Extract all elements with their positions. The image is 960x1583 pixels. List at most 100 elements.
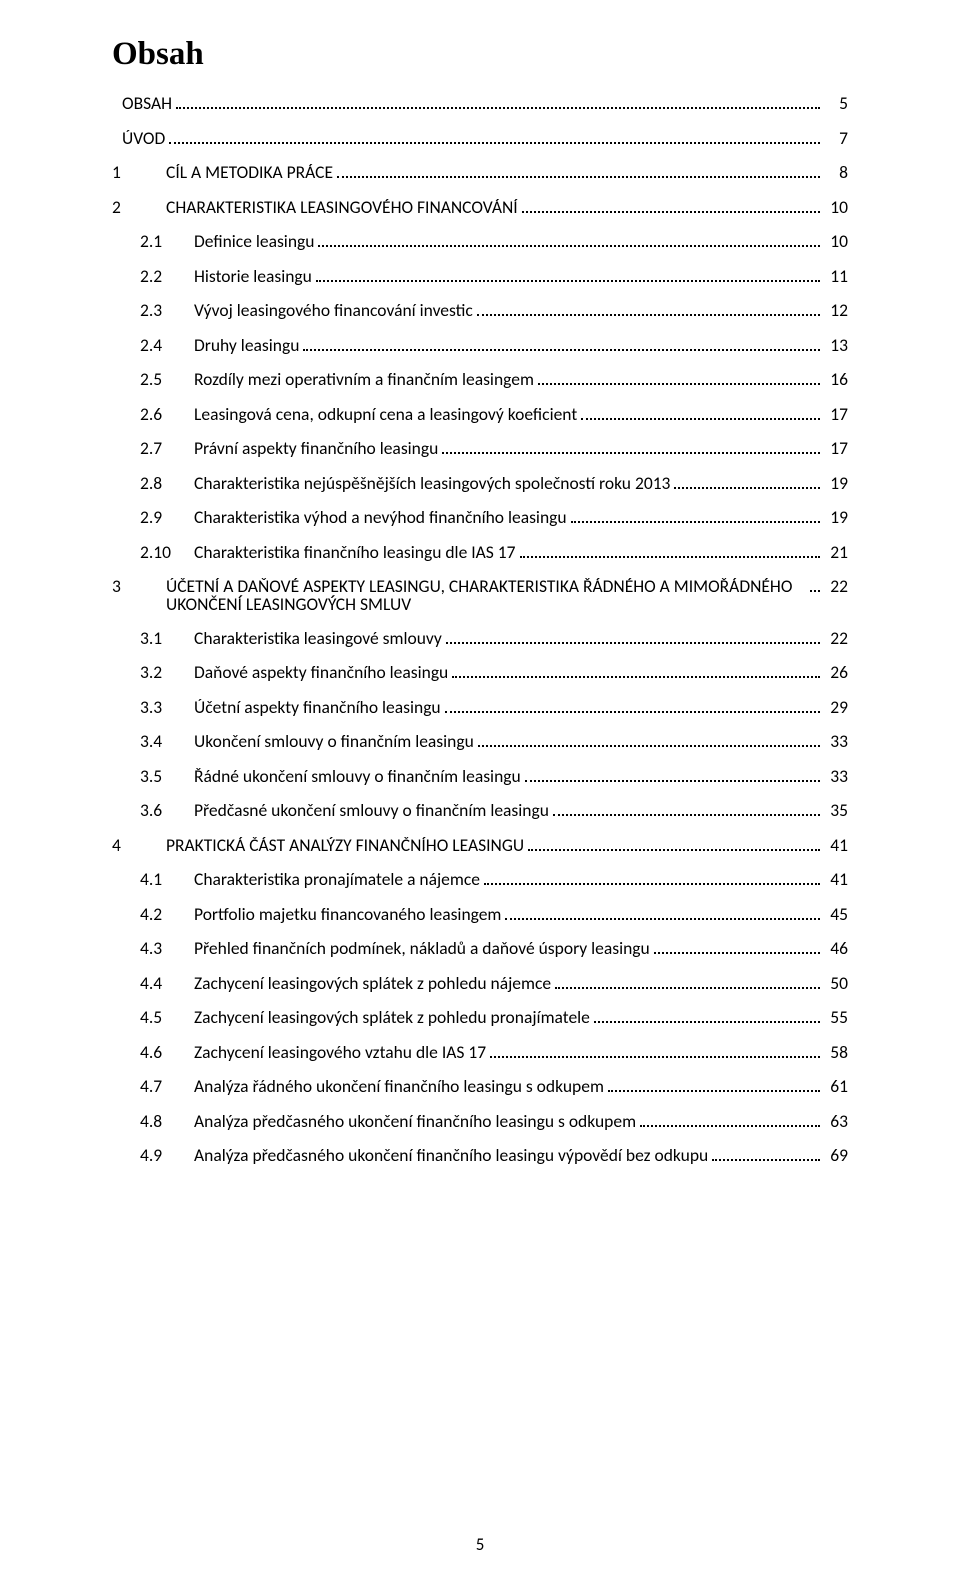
toc-entry-number: 2.5 (140, 371, 194, 389)
toc-entry-number: 3.3 (140, 699, 194, 717)
toc-entry: 4.7Analýza řádného ukončení finančního l… (112, 1078, 848, 1096)
toc-leader-dots (520, 547, 820, 558)
toc-entry: 4.5Zachycení leasingových splátek z pohl… (112, 1009, 848, 1027)
toc-entry-number: 3 (112, 578, 166, 596)
toc-leader-dots (810, 582, 820, 593)
toc-entry-number: 3.4 (140, 733, 194, 751)
toc-entry-page: 17 (824, 406, 848, 424)
toc-entry-page: 12 (824, 302, 848, 320)
toc-entry-label: Zachycení leasingových splátek z pohledu… (194, 975, 551, 993)
toc-entry-label: OBSAH (122, 95, 172, 113)
toc-entry-label: Druhy leasingu (194, 337, 299, 355)
toc-entry: 2.5Rozdíly mezi operativním a finančním … (112, 371, 848, 389)
toc-leader-dots (640, 1116, 820, 1127)
toc-entry-page: 33 (824, 733, 848, 751)
toc-entry-label: CHARAKTERISTIKA LEASINGOVÉHO FINANCOVÁNÍ (166, 199, 518, 217)
toc-entry-label: Vývoj leasingového financování investic (194, 302, 473, 320)
toc-leader-dots (445, 702, 820, 713)
toc-entry-number: 2.8 (140, 475, 194, 493)
toc-entry: 3ÚČETNÍ A DAŇOVÉ ASPEKTY LEASINGU, CHARA… (112, 578, 848, 613)
toc-leader-dots (490, 1047, 820, 1058)
toc-entry: 4PRAKTICKÁ ČÁST ANALÝZY FINANČNÍHO LEASI… (112, 837, 848, 855)
toc-entry-number: 3.5 (140, 768, 194, 786)
toc-entry-page: 22 (824, 630, 848, 648)
toc-entry-label: Charakteristika výhod a nevýhod finanční… (194, 509, 567, 527)
toc-entry-label: Analýza předčasného ukončení finančního … (194, 1147, 708, 1165)
toc-entry-number: 2.9 (140, 509, 194, 527)
toc-leader-dots (525, 771, 820, 782)
toc-entry-label: Ukončení smlouvy o finančním leasingu (194, 733, 474, 751)
toc-entry-number: 1 (112, 164, 166, 182)
toc-entry-label: Charakteristika nejúspěšnějších leasingo… (194, 475, 670, 493)
toc-leader-dots (528, 840, 820, 851)
toc-entry-page: 45 (824, 906, 848, 924)
toc-entry: 3.3Účetní aspekty finančního leasingu29 (112, 699, 848, 717)
toc-leader-dots (608, 1082, 820, 1093)
toc-entry-page: 7 (824, 130, 848, 148)
toc-leader-dots (337, 168, 820, 179)
toc-entry-number: 3.2 (140, 664, 194, 682)
toc-entry-label: PRAKTICKÁ ČÁST ANALÝZY FINANČNÍHO LEASIN… (166, 837, 524, 855)
toc-entry-number: 2.1 (140, 233, 194, 251)
toc-entry: 2.10Charakteristika finančního leasingu … (112, 544, 848, 562)
toc-entry-page: 58 (824, 1044, 848, 1062)
toc-entry-label: Daňové aspekty finančního leasingu (194, 664, 448, 682)
toc-leader-dots (522, 202, 820, 213)
toc-entry: 4.4Zachycení leasingových splátek z pohl… (112, 975, 848, 993)
toc-entry-page: 41 (824, 837, 848, 855)
toc-leader-dots (484, 875, 820, 886)
toc-entry-number: 2.7 (140, 440, 194, 458)
toc-entry-label: ÚČETNÍ A DAŇOVÉ ASPEKTY LEASINGU, CHARAK… (166, 578, 806, 613)
toc-leader-dots (571, 513, 820, 524)
toc-entry: ÚVOD 7 (112, 130, 848, 148)
toc-entry-page: 33 (824, 768, 848, 786)
toc-entry: 4.8Analýza předčasného ukončení finanční… (112, 1113, 848, 1131)
toc-entry: 2.7Právní aspekty finančního leasingu17 (112, 440, 848, 458)
toc-entry-label: Analýza předčasného ukončení finančního … (194, 1113, 636, 1131)
toc-entry-page: 16 (824, 371, 848, 389)
toc-entry: 2.9Charakteristika výhod a nevýhod finan… (112, 509, 848, 527)
toc-leader-dots (555, 978, 820, 989)
toc-entry-page: 63 (824, 1113, 848, 1131)
toc-entry-page: 22 (824, 578, 848, 596)
toc-leader-dots (316, 271, 820, 282)
page: Obsah OBSAH5ÚVOD71CÍL A METODIKA PRÁCE82… (0, 0, 960, 1583)
toc-entry-number: 4.2 (140, 906, 194, 924)
toc-entry-number: 4.3 (140, 940, 194, 958)
toc-leader-dots (553, 806, 820, 817)
toc-entry: 4.6Zachycení leasingového vztahu dle IAS… (112, 1044, 848, 1062)
toc-entry-number: 2.4 (140, 337, 194, 355)
toc-leader-dots (538, 375, 820, 386)
toc-entry: 3.2Daňové aspekty finančního leasingu26 (112, 664, 848, 682)
toc-entry-number: 2.6 (140, 406, 194, 424)
toc-entry-page: 21 (824, 544, 848, 562)
toc-entry-page: 46 (824, 940, 848, 958)
toc-leader-dots (442, 444, 820, 455)
toc-entry-label: Charakteristika finančního leasingu dle … (194, 544, 516, 562)
toc-entry-number: 4.6 (140, 1044, 194, 1062)
toc-entry: 3.1Charakteristika leasingové smlouvy22 (112, 630, 848, 648)
toc-entry-label: Historie leasingu (194, 268, 312, 286)
toc-entry: 2CHARAKTERISTIKA LEASINGOVÉHO FINANCOVÁN… (112, 199, 848, 217)
toc-entry-number: 4.7 (140, 1078, 194, 1096)
toc-entry: 3.6Předčasné ukončení smlouvy o finanční… (112, 802, 848, 820)
toc-entry-number: 4.8 (140, 1113, 194, 1131)
toc-entry-label: Právní aspekty finančního leasingu (194, 440, 438, 458)
toc-leader-dots (318, 237, 820, 248)
toc-leader-dots (654, 944, 820, 955)
toc-entry-number: 3.6 (140, 802, 194, 820)
toc-leader-dots (712, 1151, 820, 1162)
toc-entry-page: 35 (824, 802, 848, 820)
toc-entry-label: Řádné ukončení smlouvy o finančním leasi… (194, 768, 521, 786)
toc-entry-page: 8 (824, 164, 848, 182)
toc-entry-label: Přehled finančních podmínek, nákladů a d… (194, 940, 650, 958)
toc-entry: 2.4Druhy leasingu 13 (112, 337, 848, 355)
toc-entry-page: 13 (824, 337, 848, 355)
toc-entry-number: 4 (112, 837, 166, 855)
toc-entry-label: ÚVOD (122, 130, 165, 148)
toc-entry-label: Účetní aspekty finančního leasingu (194, 699, 441, 717)
toc-entry-page: 55 (824, 1009, 848, 1027)
toc-entry-number: 2.3 (140, 302, 194, 320)
toc-entry-label: Charakteristika pronajímatele a nájemce (194, 871, 480, 889)
toc-leader-dots (446, 633, 820, 644)
